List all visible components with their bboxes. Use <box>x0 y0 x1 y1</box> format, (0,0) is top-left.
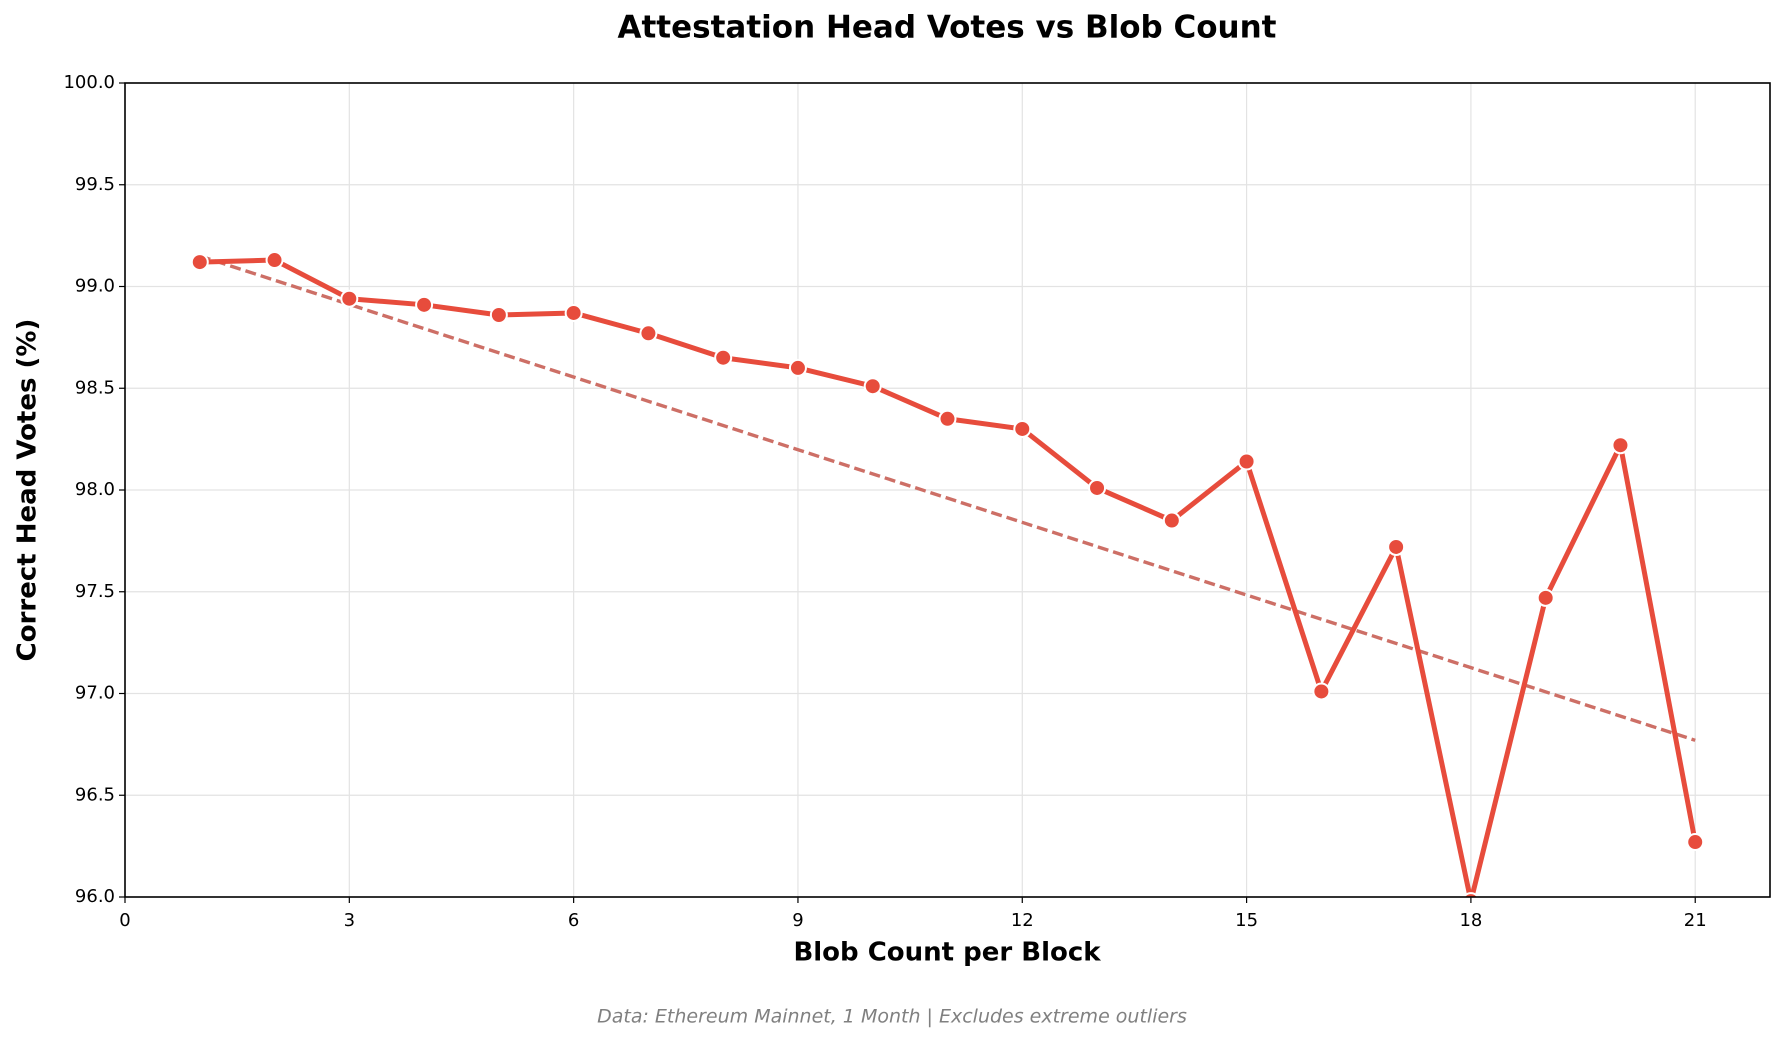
data-point <box>1312 682 1331 701</box>
footnote: Data: Ethereum Mainnet, 1 Month | Exclud… <box>597 1006 1187 1028</box>
y-tick-label: 96.5 <box>75 784 115 805</box>
y-tick-label: 96.0 <box>75 886 115 907</box>
chart-title: Attestation Head Votes vs Blob Count <box>618 10 1277 46</box>
data-point <box>564 303 583 322</box>
plot-area <box>190 251 1705 897</box>
y-tick-label: 99.5 <box>75 174 115 195</box>
data-point <box>1686 833 1705 852</box>
data-point <box>190 253 209 272</box>
data-point <box>1611 436 1630 455</box>
data-point <box>639 324 658 343</box>
data-point <box>1162 511 1181 530</box>
data-point <box>714 348 733 367</box>
x-tick-label: 0 <box>119 910 130 931</box>
x-axis-label: Blob Count per Block <box>793 938 1101 968</box>
x-tick-label: 3 <box>344 910 355 931</box>
x-tick-label: 21 <box>1684 910 1707 931</box>
x-tick-label: 15 <box>1235 910 1258 931</box>
data-point <box>489 305 508 324</box>
data-point <box>1013 419 1032 438</box>
y-tick-label: 99.0 <box>75 276 115 297</box>
data-point <box>265 251 284 270</box>
data-point <box>415 295 434 314</box>
y-tick-label: 100.0 <box>63 72 115 93</box>
data-point <box>340 289 359 308</box>
plot-frame <box>124 82 1771 898</box>
x-tick-label: 9 <box>792 910 803 931</box>
data-point <box>1237 452 1256 471</box>
y-tick-label: 98.5 <box>75 377 115 398</box>
x-tick-label: 18 <box>1459 910 1482 931</box>
y-axis-label: Correct Head Votes (%) <box>13 319 43 662</box>
data-point <box>1387 537 1406 556</box>
trend-line <box>199 254 1696 742</box>
data-point <box>788 358 807 377</box>
data-point <box>863 377 882 396</box>
y-tick-label: 98.0 <box>75 479 115 500</box>
data-point <box>1462 892 1479 897</box>
x-tick-label: 12 <box>1011 910 1034 931</box>
data-point <box>1088 478 1107 497</box>
y-tick-label: 97.5 <box>75 581 115 602</box>
y-tick-label: 97.0 <box>75 683 115 704</box>
data-point <box>1536 588 1555 607</box>
x-tick-label: 6 <box>568 910 579 931</box>
data-point <box>938 409 957 428</box>
